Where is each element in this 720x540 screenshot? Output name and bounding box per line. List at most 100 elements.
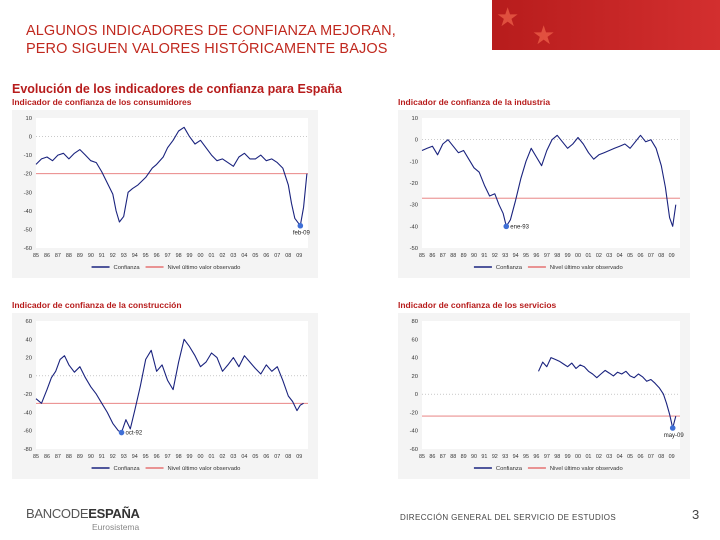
slide-title-line-1: ALGUNOS INDICADORES DE CONFIANZA MEJORAN… (26, 23, 396, 39)
x-tick-label: 06 (263, 253, 269, 259)
y-tick-label: -10 (24, 153, 32, 159)
panel-title-industria: Indicador de confianza de la industria (398, 97, 551, 107)
x-tick-label: 93 (121, 454, 127, 460)
x-tick-label: 08 (658, 454, 664, 460)
x-tick-label: 96 (533, 253, 539, 259)
plot-area (36, 118, 308, 248)
y-tick-label: -40 (24, 410, 32, 416)
x-tick-label: 02 (219, 253, 225, 259)
x-tick-label: 89 (461, 454, 467, 460)
x-tick-label: 97 (544, 454, 550, 460)
x-tick-label: 96 (154, 253, 160, 259)
legend-label-confianza: Confianza (114, 265, 141, 271)
annotation-label: may-09 (664, 433, 685, 439)
x-tick-label: 92 (492, 253, 498, 259)
x-tick-label: 95 (143, 454, 149, 460)
x-tick-label: 95 (143, 253, 149, 259)
x-tick-label: 02 (219, 454, 225, 460)
x-tick-label: 97 (165, 253, 171, 259)
logo-light-text: BANCODE (26, 506, 89, 521)
x-tick-label: 85 (419, 253, 425, 259)
x-tick-label: 97 (544, 253, 550, 259)
x-tick-label: 01 (585, 253, 591, 259)
x-tick-label: 86 (429, 253, 435, 259)
x-tick-label: 93 (502, 454, 508, 460)
x-tick-label: 87 (55, 253, 61, 259)
x-tick-label: 88 (66, 454, 72, 460)
annotation-marker (669, 425, 676, 431)
x-tick-label: 09 (296, 454, 302, 460)
panel-title-servicios: Indicador de confianza de los servicios (398, 300, 557, 310)
legend-label-reference: Nivel último valor observado (550, 265, 623, 271)
x-tick-label: 90 (88, 253, 94, 259)
slide-title-line-2: PERO SIGUEN VALORES HISTÓRICAMENTE BAJOS (26, 41, 388, 57)
x-tick-label: 07 (274, 253, 280, 259)
annotation-marker (118, 429, 125, 436)
x-tick-label: 86 (44, 253, 50, 259)
y-tick-label: -40 (24, 209, 32, 215)
x-tick-label: 99 (187, 454, 193, 460)
y-tick-label: -10 (410, 159, 418, 165)
x-tick-label: 03 (230, 253, 236, 259)
banco-de-espana-logo: BANCODEESPAÑA (26, 506, 140, 521)
x-tick-label: 97 (165, 454, 171, 460)
x-tick-label: 05 (627, 253, 633, 259)
x-tick-label: 07 (648, 253, 654, 259)
series-line-confianza (35, 338, 304, 434)
x-tick-label: 00 (575, 253, 581, 259)
y-tick-label: 0 (415, 392, 418, 398)
y-tick-label: -40 (410, 429, 418, 435)
y-tick-label: -60 (24, 429, 32, 435)
x-tick-label: 05 (252, 454, 258, 460)
x-tick-label: 94 (513, 253, 519, 259)
y-tick-label: -20 (410, 410, 418, 416)
y-tick-label: -50 (24, 227, 32, 233)
legend-label-reference: Nivel último valor observado (550, 466, 623, 472)
x-tick-label: 94 (132, 454, 138, 460)
x-tick-label: 01 (208, 454, 214, 460)
x-tick-label: 08 (285, 454, 291, 460)
x-tick-label: 89 (77, 253, 83, 259)
corner-flag-decoration: ★ ★ (492, 0, 720, 50)
x-tick-label: 01 (208, 253, 214, 259)
x-tick-label: 99 (565, 253, 571, 259)
plot-area (422, 321, 680, 449)
x-tick-label: 09 (669, 454, 675, 460)
panel-title-consumidores: Indicador de confianza de los consumidor… (12, 97, 192, 107)
x-tick-label: 98 (554, 454, 560, 460)
series-line-confianza (35, 126, 308, 227)
y-tick-label: 20 (26, 356, 32, 362)
figure-title: Evolución de los indicadores de confianz… (12, 82, 342, 96)
x-tick-label: 06 (263, 454, 269, 460)
x-tick-label: 99 (187, 253, 193, 259)
x-tick-label: 07 (274, 454, 280, 460)
y-tick-label: 40 (26, 337, 32, 343)
logo-subtitle: Eurosistema (92, 522, 140, 532)
x-tick-label: 90 (88, 454, 94, 460)
x-tick-label: 02 (596, 253, 602, 259)
annotation-marker (503, 223, 510, 230)
x-tick-label: 07 (648, 454, 654, 460)
y-tick-label: -60 (24, 246, 32, 252)
x-tick-label: 87 (440, 253, 446, 259)
plot-area (36, 321, 308, 449)
x-tick-label: 91 (99, 454, 105, 460)
y-tick-label: 10 (412, 116, 418, 122)
x-tick-label: 09 (669, 253, 675, 259)
x-tick-label: 90 (471, 253, 477, 259)
y-tick-label: 60 (26, 319, 32, 325)
x-tick-label: 04 (617, 454, 623, 460)
chart-panel-construccion: 60 40 20 0 -20 -40 -60 -80 85 86 87 88 89 90 91 92 93 94 9… (12, 313, 318, 479)
x-tick-label: 05 (252, 253, 258, 259)
x-tick-label: 05 (627, 454, 633, 460)
footer-department: DIRECCIÓN GENERAL DEL SERVICIO DE ESTUDI… (400, 513, 617, 522)
x-tick-label: 98 (176, 253, 182, 259)
x-tick-label: 92 (110, 253, 116, 259)
x-tick-label: 03 (606, 454, 612, 460)
x-tick-label: 88 (450, 253, 456, 259)
x-tick-label: 02 (596, 454, 602, 460)
slide-title: ALGUNOS INDICADORES DE CONFIANZA MEJORAN… (26, 22, 476, 58)
y-tick-label: 0 (29, 135, 32, 141)
